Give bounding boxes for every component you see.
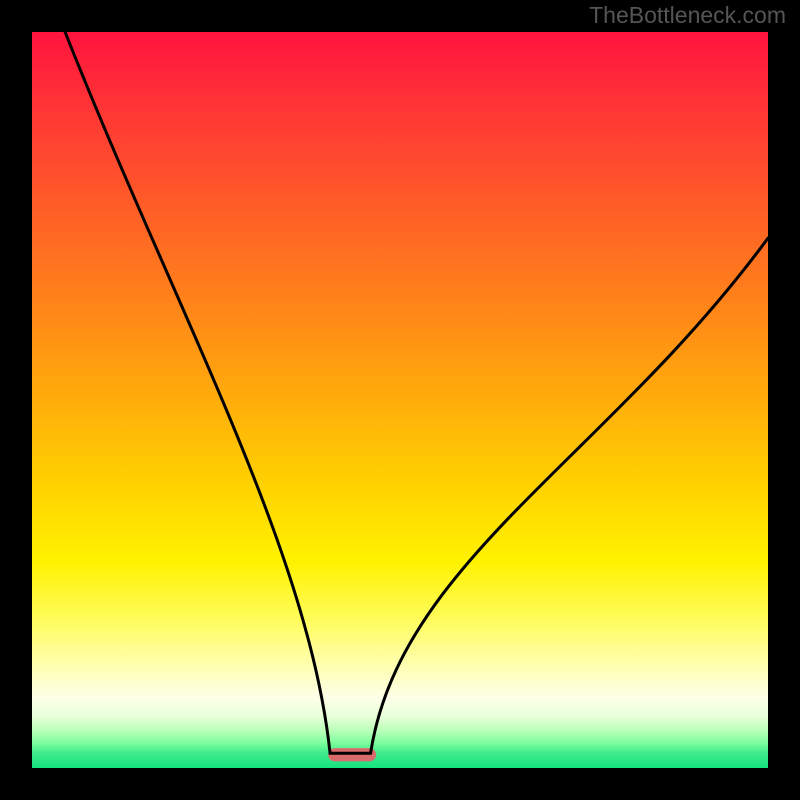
watermark-text: TheBottleneck.com: [589, 2, 786, 29]
plot-background: [32, 32, 768, 768]
chart-container: TheBottleneck.com: [0, 0, 800, 800]
bottleneck-curve-chart: [0, 0, 800, 800]
